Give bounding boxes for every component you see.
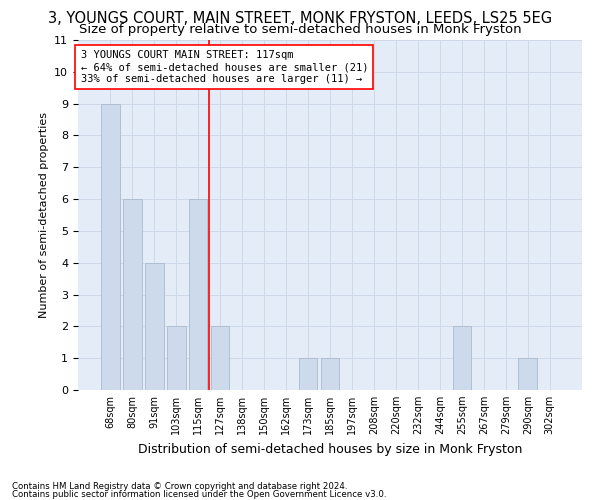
Bar: [101, 104, 119, 390]
X-axis label: Distribution of semi-detached houses by size in Monk Fryston: Distribution of semi-detached houses by …: [138, 442, 522, 456]
Text: Size of property relative to semi-detached houses in Monk Fryston: Size of property relative to semi-detach…: [79, 22, 521, 36]
Text: Contains public sector information licensed under the Open Government Licence v3: Contains public sector information licen…: [12, 490, 386, 499]
Text: 3, YOUNGS COURT, MAIN STREET, MONK FRYSTON, LEEDS, LS25 5EG: 3, YOUNGS COURT, MAIN STREET, MONK FRYST…: [48, 11, 552, 26]
Text: Contains HM Land Registry data © Crown copyright and database right 2024.: Contains HM Land Registry data © Crown c…: [12, 482, 347, 491]
Bar: [123, 199, 142, 390]
Y-axis label: Number of semi-detached properties: Number of semi-detached properties: [39, 112, 49, 318]
Bar: [299, 358, 317, 390]
Bar: [211, 326, 229, 390]
Bar: [452, 326, 471, 390]
Bar: [145, 262, 164, 390]
Text: 3 YOUNGS COURT MAIN STREET: 117sqm
← 64% of semi-detached houses are smaller (21: 3 YOUNGS COURT MAIN STREET: 117sqm ← 64%…: [80, 50, 368, 84]
Bar: [320, 358, 340, 390]
Bar: [518, 358, 537, 390]
Bar: [167, 326, 185, 390]
Bar: [189, 199, 208, 390]
